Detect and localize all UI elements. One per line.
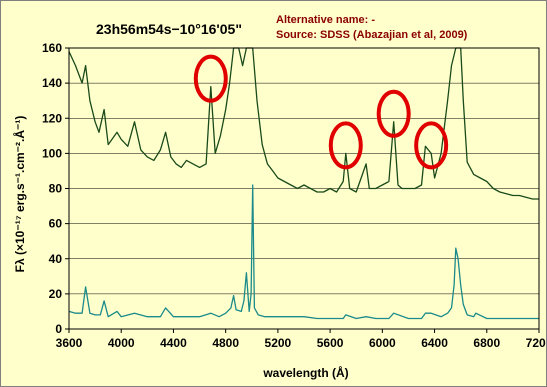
gridlines: [69, 82, 539, 295]
y-axis-ticks: 0 20 40 60 80 100 120 140 160: [42, 41, 69, 336]
x-tick-label: 3600: [56, 336, 83, 350]
y-tick-label: 120: [42, 111, 62, 125]
x-tick-label: 6800: [473, 336, 500, 350]
y-tick-label: 100: [42, 146, 62, 160]
y-tick-label: 60: [49, 217, 63, 231]
source-note: Source: SDSS (Abazajian et al, 2009): [276, 29, 468, 41]
y-tick-label: 160: [42, 41, 62, 55]
emission-line-markers: [193, 54, 449, 170]
emission-line-marker: [328, 121, 363, 170]
y-axis-title: Fλ (×10⁻¹⁷ erg.s⁻¹.cm⁻².Å⁻¹): [12, 116, 27, 273]
x-tick-label: 4800: [212, 336, 239, 350]
y-tick-label: 20: [49, 287, 63, 301]
emission-line-marker: [414, 121, 449, 170]
x-tick-label: 6400: [421, 336, 448, 350]
x-tick-label: 4400: [160, 336, 187, 350]
x-axis-title: wavelength (Å): [262, 365, 348, 380]
x-tick-label: 4000: [108, 336, 135, 350]
series-upper-spectrum: [68, 47, 539, 200]
emission-line-marker: [193, 54, 228, 103]
x-tick-label: 5600: [317, 336, 344, 350]
x-tick-label: 5200: [265, 336, 292, 350]
series-layer: [68, 47, 539, 320]
y-tick-label: 0: [55, 322, 62, 336]
series-lower-spectrum: [68, 184, 539, 320]
chart-title: 23h56m54s−10°16'05": [96, 21, 242, 37]
x-tick-label: 6000: [369, 336, 396, 350]
y-tick-label: 80: [49, 182, 63, 196]
y-tick-label: 140: [42, 76, 62, 90]
y-tick-label: 40: [49, 252, 63, 266]
emission-line-marker: [376, 89, 411, 138]
alternative-name-note: Alternative name: -: [276, 14, 375, 26]
